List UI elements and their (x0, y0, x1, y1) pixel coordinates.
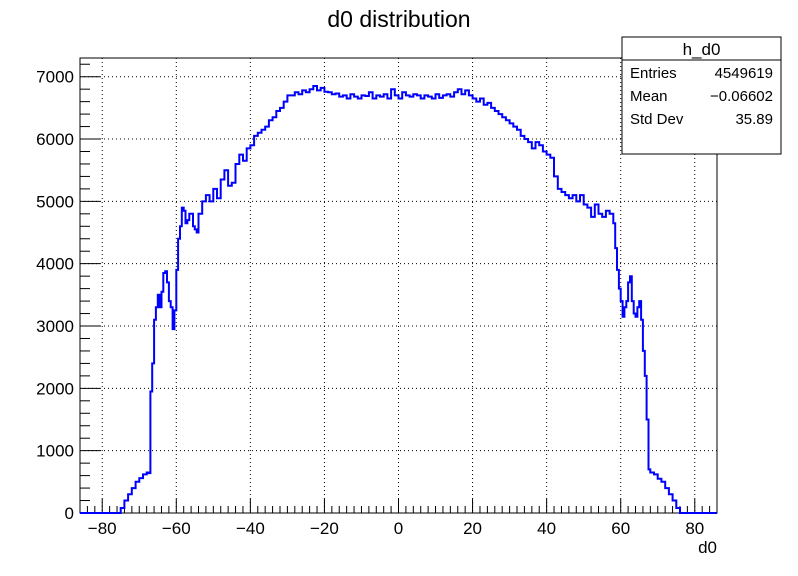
x-tick-label: 20 (463, 519, 482, 538)
y-tick-label: 0 (65, 504, 74, 523)
stats-stddev-value: 35.89 (735, 111, 773, 128)
x-axis: −80 −60 −40 −20 0 20 40 60 80 (79, 499, 718, 538)
x-tick-label: 40 (537, 519, 556, 538)
y-tick-label: 4000 (36, 255, 74, 274)
stats-entries-value: 4549619 (715, 65, 773, 82)
x-tick-label: 0 (394, 519, 403, 538)
stats-stddev-label: Std Dev (630, 111, 684, 128)
x-tick-label: 80 (685, 519, 704, 538)
stats-box-title: h_d0 (683, 40, 721, 59)
x-axis-label: d0 (698, 538, 717, 557)
x-tick-label: 60 (611, 519, 630, 538)
x-tick-label: −60 (162, 519, 191, 538)
x-tick-label: −80 (88, 519, 117, 538)
y-tick-label: 6000 (36, 130, 74, 149)
stats-entries-label: Entries (630, 65, 677, 82)
stats-box: h_d0 Entries 4549619 Mean −0.06602 Std D… (621, 36, 782, 155)
y-tick-label: 2000 (36, 379, 74, 398)
y-tick-label: 3000 (36, 317, 74, 336)
series-layer (80, 85, 717, 514)
x-tick-label: −20 (310, 519, 339, 538)
histogram-line (80, 85, 717, 514)
y-tick-label: 7000 (36, 68, 74, 87)
x-tick-label: −40 (236, 519, 265, 538)
stats-mean-label: Mean (630, 88, 668, 105)
y-tick-label: 5000 (36, 192, 74, 211)
y-tick-label: 1000 (36, 442, 74, 461)
y-axis: 0 1000 2000 3000 4000 5000 6000 7000 (36, 63, 100, 523)
stats-mean-value: −0.06602 (710, 88, 773, 105)
chart-title: d0 distribution (327, 6, 470, 32)
